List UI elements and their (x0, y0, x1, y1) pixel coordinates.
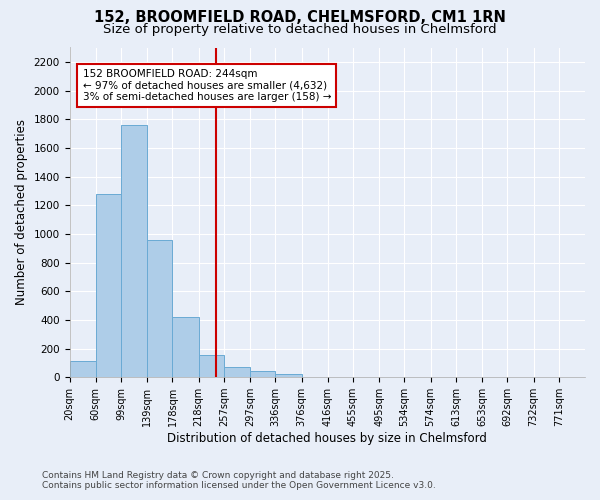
Text: 152 BROOMFIELD ROAD: 244sqm
← 97% of detached houses are smaller (4,632)
3% of s: 152 BROOMFIELD ROAD: 244sqm ← 97% of det… (83, 69, 331, 102)
Bar (172, 317, 199, 377)
Y-axis label: Number of detached properties: Number of detached properties (15, 120, 28, 306)
Bar (70, 362, 95, 377)
Text: 152, BROOMFIELD ROAD, CHELMSFORD, CM1 1RN: 152, BROOMFIELD ROAD, CHELMSFORD, CM1 1R… (94, 10, 506, 25)
Bar (147, 240, 172, 377)
Bar (250, 372, 275, 377)
Bar (95, 194, 121, 377)
X-axis label: Distribution of detached houses by size in Chelmsford: Distribution of detached houses by size … (167, 432, 487, 445)
Bar (121, 125, 147, 377)
Text: Contains HM Land Registry data © Crown copyright and database right 2025.
Contai: Contains HM Land Registry data © Crown c… (42, 470, 436, 490)
Bar (224, 367, 250, 377)
Text: Size of property relative to detached houses in Chelmsford: Size of property relative to detached ho… (103, 22, 497, 36)
Bar (199, 355, 224, 377)
Bar (275, 374, 302, 377)
